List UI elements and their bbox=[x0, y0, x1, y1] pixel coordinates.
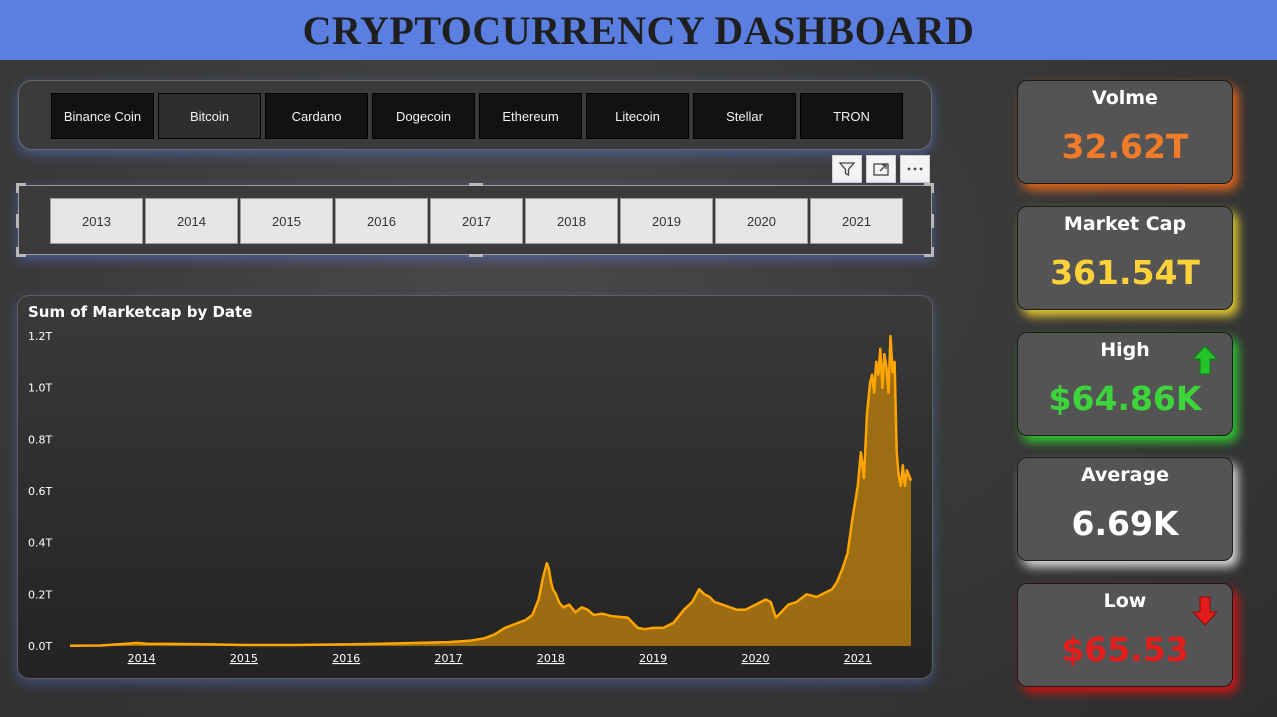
x-tick-label: 2018 bbox=[537, 652, 565, 665]
dashboard-header: CRYPTOCURRENCY DASHBOARD bbox=[0, 0, 1277, 60]
chart-canvas: 0.0T 0.2T 0.4T 0.6T 0.8T 1.0T 1.2T 2014 2015 2016… bbox=[28, 330, 913, 665]
resize-handle[interactable] bbox=[16, 254, 26, 257]
coin-button[interactable]: Ethereum bbox=[479, 93, 582, 139]
resize-handle[interactable] bbox=[16, 247, 19, 257]
visual-toolbar bbox=[832, 155, 930, 183]
x-tick-label: 2016 bbox=[332, 652, 360, 665]
y-tick-label: 0.4T bbox=[28, 537, 52, 550]
year-button[interactable]: 2021 bbox=[810, 198, 903, 244]
coin-button[interactable]: Litecoin bbox=[586, 93, 689, 139]
filter-icon[interactable] bbox=[832, 155, 862, 183]
resize-handle[interactable] bbox=[924, 183, 934, 186]
kpi-label: Market Cap bbox=[1063, 213, 1187, 235]
resize-handle[interactable] bbox=[931, 183, 934, 193]
marketcap-chart[interactable]: Sum of Marketcap by Date 0.0T 0.2T 0.4T 0.6… bbox=[17, 295, 933, 679]
x-tick-label: 2021 bbox=[844, 652, 872, 665]
y-tick-label: 0.8T bbox=[28, 433, 52, 446]
year-slicer: 2013 2014 2015 2016 2017 2018 2019 2020 2021 bbox=[16, 183, 934, 257]
year-button[interactable]: 2019 bbox=[620, 198, 713, 244]
page-title: CRYPTOCURRENCY DASHBOARD bbox=[302, 7, 975, 53]
kpi-card: Volme 32.62T bbox=[1017, 80, 1233, 184]
coin-button[interactable]: TRON bbox=[800, 93, 903, 139]
up-arrow-icon bbox=[1191, 345, 1219, 379]
kpi-card: Average 6.69K bbox=[1017, 457, 1233, 561]
resize-handle[interactable] bbox=[16, 214, 19, 228]
down-arrow-icon bbox=[1191, 596, 1219, 630]
year-button[interactable]: 2018 bbox=[525, 198, 618, 244]
resize-handle[interactable] bbox=[924, 254, 934, 257]
year-button[interactable]: 2020 bbox=[715, 198, 808, 244]
year-button[interactable]: 2015 bbox=[240, 198, 333, 244]
coin-button[interactable]: Bitcoin bbox=[158, 93, 261, 139]
x-tick-label: 2015 bbox=[230, 652, 258, 665]
y-tick-label: 1.0T bbox=[28, 382, 52, 395]
x-tick-label: 2017 bbox=[435, 652, 463, 665]
kpi-label: Low bbox=[1103, 590, 1147, 612]
more-options-icon[interactable] bbox=[900, 155, 930, 183]
resize-handle[interactable] bbox=[469, 183, 483, 186]
year-button-row: 2013 2014 2015 2016 2017 2018 2019 2020 2021 bbox=[50, 198, 903, 244]
resize-handle[interactable] bbox=[931, 247, 934, 257]
kpi-value: 32.62T bbox=[1061, 127, 1189, 166]
coin-slicer: Binance Coin Bitcoin Cardano Dogecoin Ethere… bbox=[18, 80, 932, 150]
kpi-card: Market Cap 361.54T bbox=[1017, 206, 1233, 310]
y-tick-label: 0.0T bbox=[28, 640, 52, 653]
kpi-label: Volme bbox=[1092, 87, 1158, 109]
coin-button[interactable]: Binance Coin bbox=[51, 93, 154, 139]
kpi-label: High bbox=[1100, 339, 1150, 361]
coin-button[interactable]: Stellar bbox=[693, 93, 796, 139]
resize-handle[interactable] bbox=[469, 254, 483, 257]
year-button[interactable]: 2017 bbox=[430, 198, 523, 244]
coin-button[interactable]: Dogecoin bbox=[372, 93, 475, 139]
resize-handle[interactable] bbox=[16, 183, 19, 193]
resize-handle[interactable] bbox=[931, 214, 934, 228]
year-button[interactable]: 2014 bbox=[145, 198, 238, 244]
series-line bbox=[69, 334, 913, 647]
resize-handle[interactable] bbox=[16, 183, 26, 186]
kpi-value: 6.69K bbox=[1071, 504, 1179, 543]
kpi-card: Low $65.53 bbox=[1017, 583, 1233, 687]
y-tick-label: 1.2T bbox=[28, 330, 52, 343]
area-fill bbox=[70, 336, 911, 646]
chart-title: Sum of Marketcap by Date bbox=[28, 303, 253, 321]
kpi-value: 361.54T bbox=[1050, 253, 1200, 292]
x-tick-label: 2014 bbox=[128, 652, 156, 665]
coin-button-row: Binance Coin Bitcoin Cardano Dogecoin Ethere… bbox=[51, 93, 903, 139]
x-tick-label: 2020 bbox=[741, 652, 769, 665]
x-tick-label: 2019 bbox=[639, 652, 667, 665]
kpi-value: $65.53 bbox=[1061, 630, 1189, 669]
kpi-value: $64.86K bbox=[1048, 379, 1202, 418]
coin-button[interactable]: Cardano bbox=[265, 93, 368, 139]
kpi-label: Average bbox=[1081, 464, 1169, 486]
kpi-card: High $64.86K bbox=[1017, 332, 1233, 436]
year-button[interactable]: 2013 bbox=[50, 198, 143, 244]
focus-mode-icon[interactable] bbox=[866, 155, 896, 183]
y-tick-label: 0.2T bbox=[28, 588, 52, 601]
year-button[interactable]: 2016 bbox=[335, 198, 428, 244]
y-tick-label: 0.6T bbox=[28, 485, 52, 498]
